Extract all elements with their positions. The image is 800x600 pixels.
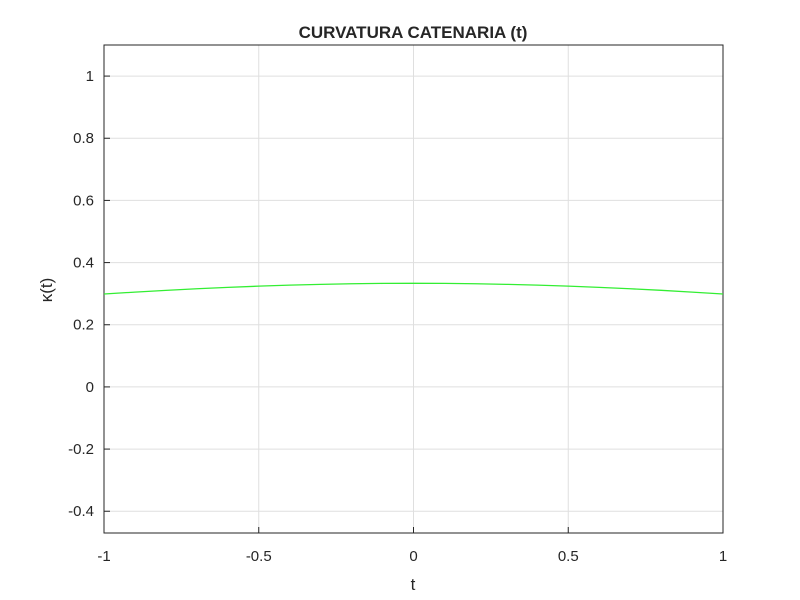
plot-frame: [103, 44, 724, 534]
x-tick-label: 0: [409, 548, 417, 565]
x-tick-label: -0.5: [246, 548, 272, 565]
y-tick-label: 1: [86, 68, 94, 85]
y-tick-label: 0.8: [73, 130, 94, 147]
x-tick-label: -1: [97, 548, 110, 565]
x-axis-label: t: [411, 575, 416, 594]
x-tick-label: 1: [719, 548, 727, 565]
y-tick-label: 0: [86, 379, 94, 396]
y-tick-label: -0.2: [68, 441, 94, 458]
y-tick-label: 0.6: [73, 192, 94, 209]
chart-title: CURVATURA CATENARIA (t): [299, 23, 528, 42]
y-axis-label: κ(t): [37, 278, 56, 303]
y-tick-label: 0.4: [73, 255, 94, 272]
data-line: [103, 282, 724, 295]
y-tick-label: 0.2: [73, 317, 94, 334]
y-tick-label: -0.4: [68, 503, 94, 520]
x-tick-label: 0.5: [558, 548, 579, 565]
